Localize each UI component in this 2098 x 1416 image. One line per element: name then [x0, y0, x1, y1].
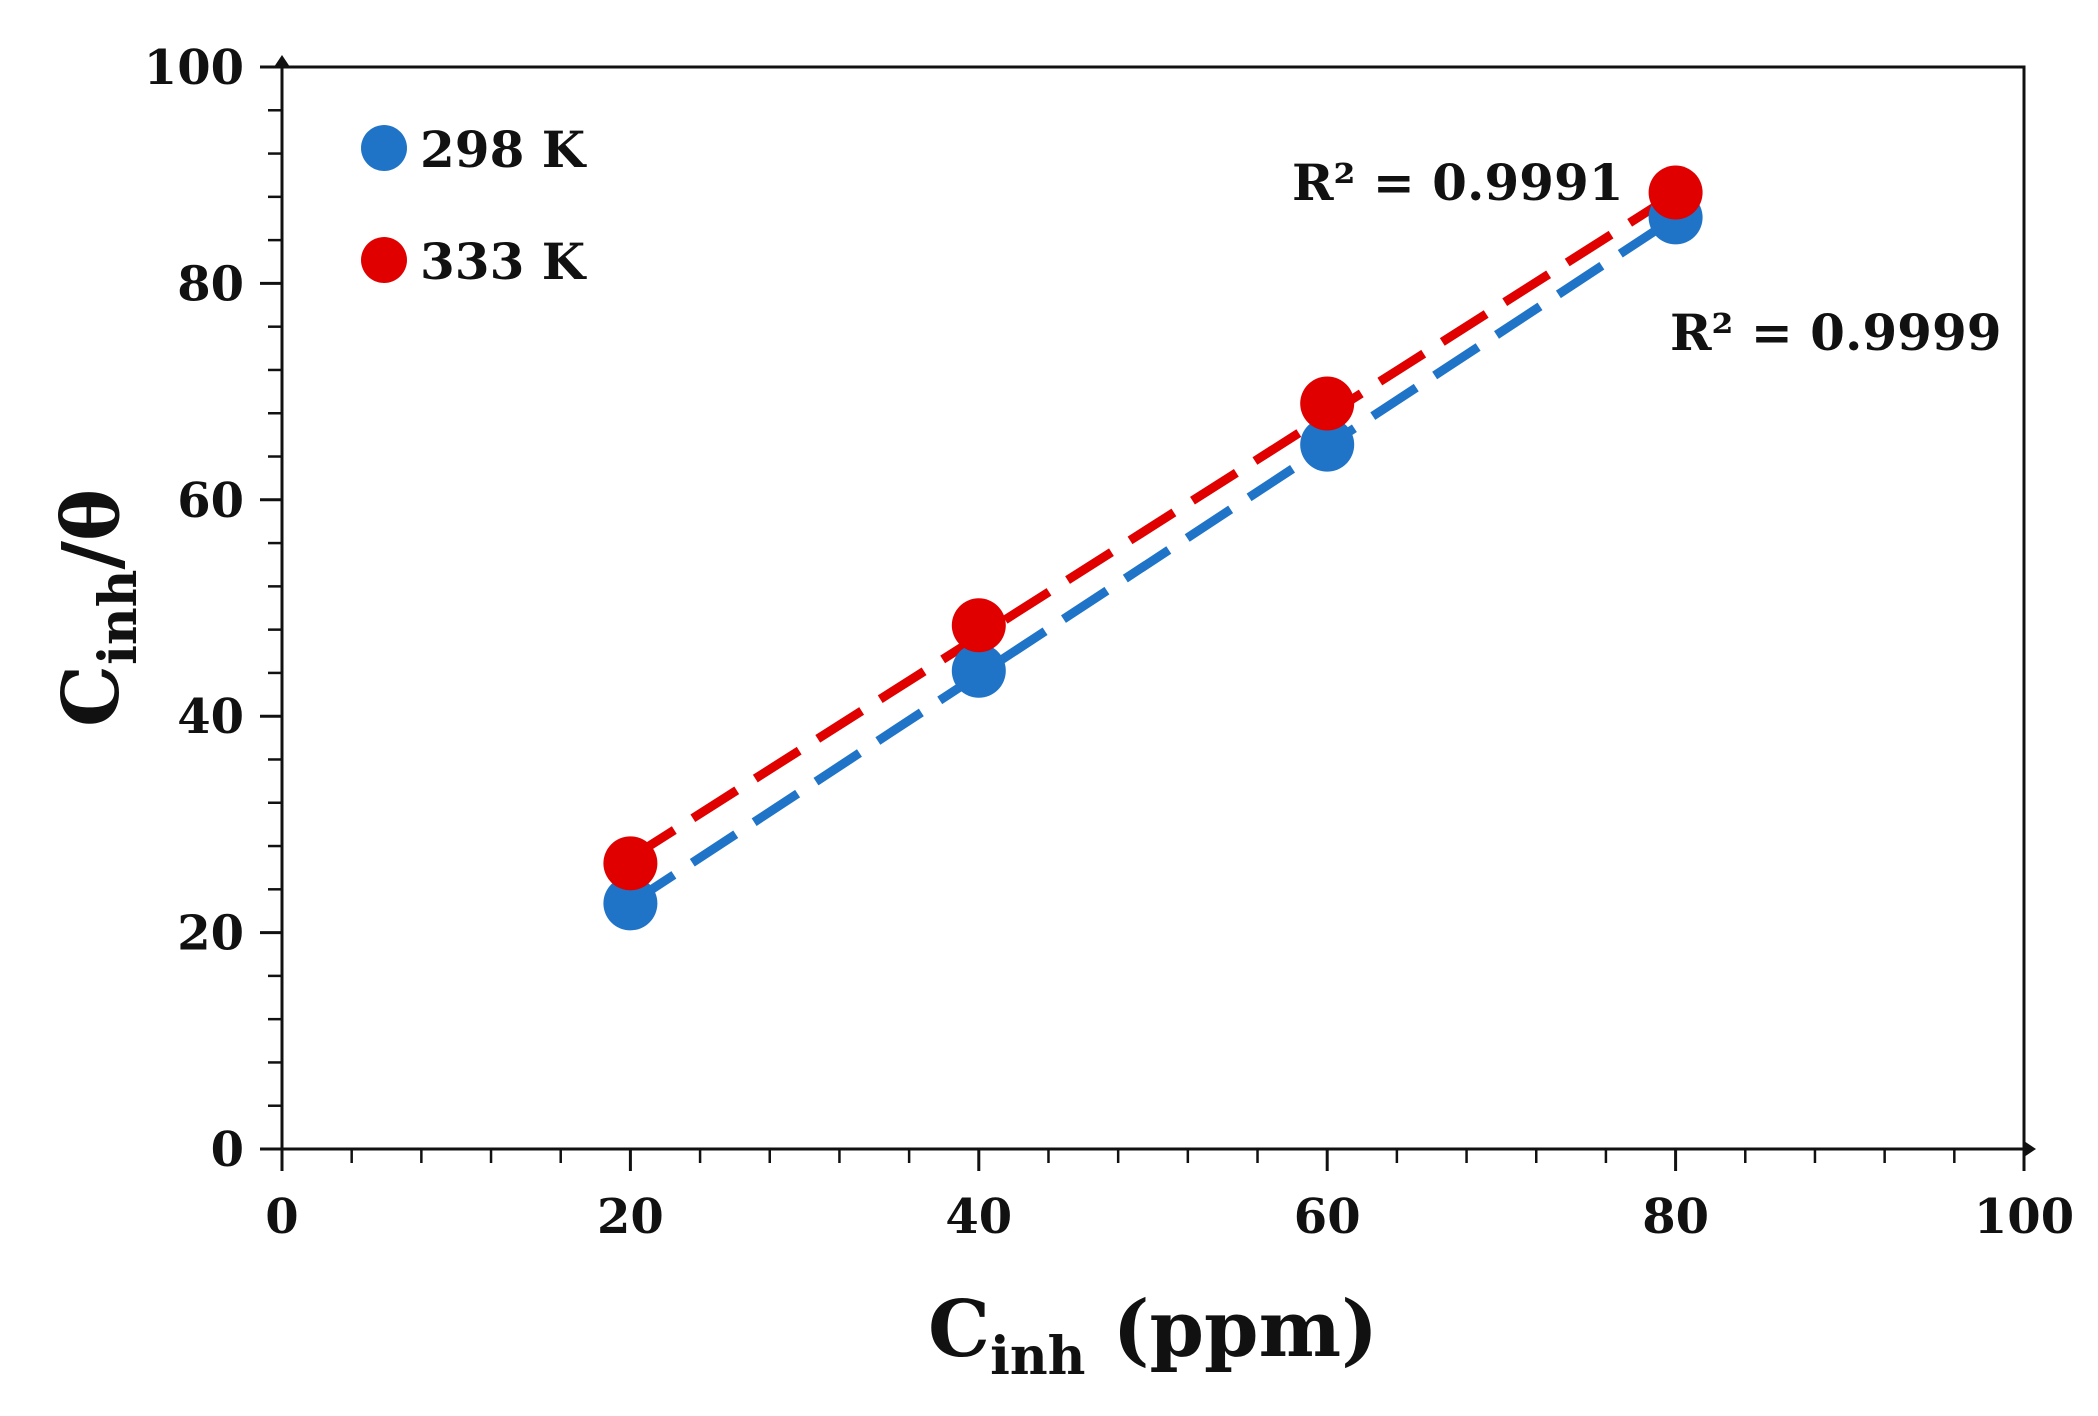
x-tick-label: 40 [945, 1189, 1012, 1245]
y-tick-labels: 0 20 40 60 80 100 [144, 40, 244, 1178]
y-tick-label: 40 [177, 689, 244, 745]
y-tick-label: 60 [177, 473, 244, 529]
data-point-333k [951, 598, 1006, 653]
legend-label-298k: 298 K [420, 120, 587, 179]
y-tick-label: 80 [177, 256, 244, 312]
trendlines [627, 189, 1679, 908]
data-point-298k [951, 643, 1006, 698]
x-axis-arrowhead [2024, 1141, 2036, 1157]
data-point-333k [1648, 165, 1703, 220]
x-axis-title-sub: inh [990, 1326, 1085, 1387]
y-axis-title-sub: inh [88, 570, 149, 665]
trendline-333k [627, 189, 1679, 862]
data-point-333k [603, 836, 658, 891]
data-point-298k [603, 876, 658, 931]
x-tick-labels: 0 20 40 60 80 100 [265, 1189, 2074, 1245]
y-axis-arrowhead [274, 55, 290, 67]
legend-label-333k: 333 K [420, 232, 587, 291]
x-tick-label: 100 [1974, 1189, 2074, 1245]
y-axis-title: Cinh/θ [46, 489, 149, 727]
y-axis-title-main: C [46, 665, 137, 727]
y-tick-label: 100 [144, 40, 244, 96]
data-point-298k [1300, 417, 1355, 472]
data-points [603, 165, 1703, 931]
x-tick-label: 20 [597, 1189, 664, 1245]
minor-ticks [268, 109, 1956, 1163]
y-tick-label: 20 [177, 906, 244, 962]
y-tick-label: 0 [211, 1122, 244, 1178]
x-axis-title-suffix: (ppm) [1085, 1284, 1378, 1375]
x-axis-title-main: C [928, 1284, 990, 1375]
r2-label-298k: R² = 0.9999 [1670, 303, 2002, 362]
legend-marker-298k [361, 125, 407, 171]
legend: 298 K 333 K [361, 120, 587, 291]
data-point-333k [1300, 376, 1355, 431]
x-tick-label: 0 [265, 1189, 298, 1245]
r2-label-333k: R² = 0.9991 [1292, 153, 1624, 212]
legend-marker-333k [361, 237, 407, 283]
x-axis-title: Cinh (ppm) [928, 1284, 1378, 1387]
y-axis-title-suffix: /θ [46, 489, 137, 570]
plot-frame [280, 65, 2026, 1151]
trendline-298k [627, 213, 1679, 908]
x-tick-label: 60 [1294, 1189, 1361, 1245]
x-tick-label: 80 [1642, 1189, 1709, 1245]
